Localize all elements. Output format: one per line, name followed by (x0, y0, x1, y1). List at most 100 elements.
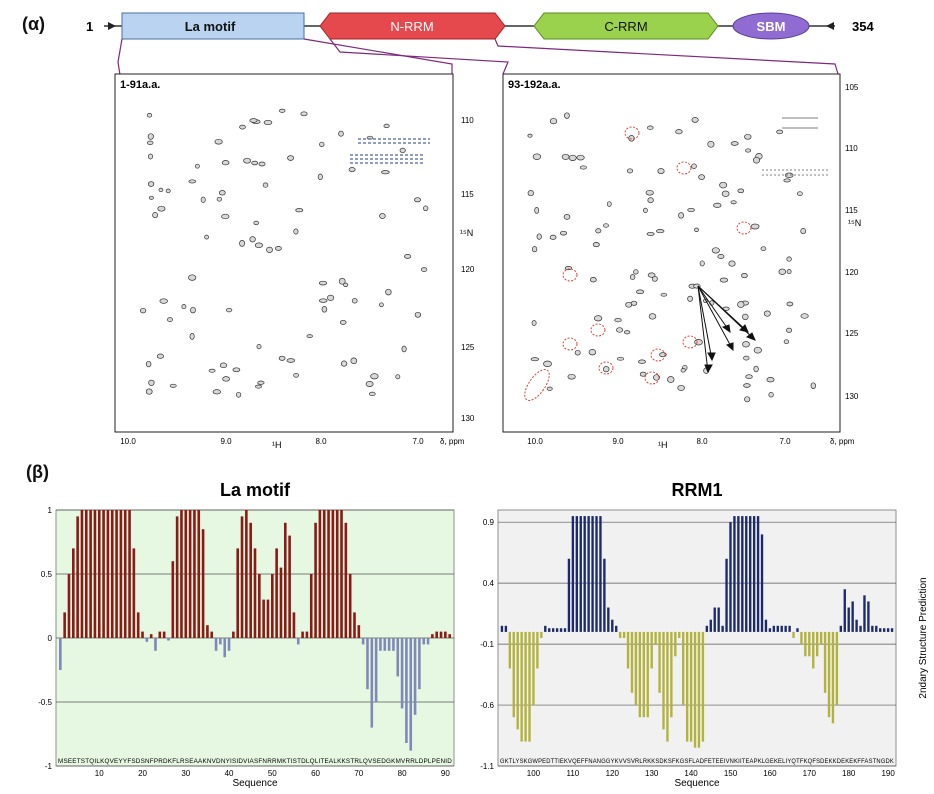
y-tick-label: -0.1 (480, 640, 494, 649)
nmr-peak (293, 372, 299, 378)
y-tick-label: 0.5 (41, 570, 53, 579)
la-motif-label: La motif (185, 19, 236, 34)
nmr-peak (216, 196, 223, 202)
nmr-peak (589, 277, 597, 283)
bar (804, 631, 807, 657)
nmr-peak (745, 148, 752, 153)
nmr-peak (208, 368, 216, 373)
bar (115, 510, 118, 638)
nmr-peak (616, 356, 625, 361)
x-tick-label: 7.0 (412, 437, 424, 446)
bar (528, 631, 531, 742)
nmr-peak (169, 383, 177, 388)
nmr-peak (623, 330, 631, 335)
bar (193, 510, 196, 638)
nmr-peak (647, 197, 654, 204)
bar (357, 625, 361, 638)
nmr-peak (189, 333, 195, 340)
bar (816, 631, 819, 657)
nmr-peak (295, 208, 304, 213)
bar (141, 631, 144, 638)
shift-arrows (697, 285, 756, 374)
bar (392, 638, 395, 651)
bar (188, 510, 192, 638)
highlight-circle (682, 335, 698, 349)
bar (132, 548, 136, 638)
y-axis-label: ¹⁵N (848, 218, 861, 228)
nmr-peak (646, 231, 655, 236)
bar (102, 510, 105, 638)
bar (344, 522, 348, 638)
bar (551, 628, 555, 632)
nmr-peak (549, 234, 557, 240)
nmr-spectrum-left: 1-91a.a. 110 115 120 125 130 ¹⁵N 10.0 9.… (114, 73, 475, 450)
nmr-peak (236, 391, 242, 398)
nmr-peak (656, 229, 665, 234)
bar (136, 612, 140, 638)
nmr-peak (148, 195, 154, 200)
nmr-peak (691, 163, 697, 169)
y-tick-label: -1.1 (480, 762, 494, 771)
bar (171, 561, 175, 638)
nmr-peak (745, 374, 753, 380)
bar (571, 516, 575, 632)
nmr-peak (167, 317, 173, 322)
nmr-peak (800, 313, 809, 319)
bar (548, 628, 551, 632)
nmr-peak (647, 272, 656, 278)
bar (383, 638, 387, 651)
highlight-circle (736, 221, 752, 235)
bar (776, 625, 779, 632)
bar (167, 638, 170, 641)
bar (733, 516, 736, 632)
nmr-peak (327, 294, 335, 301)
bar (309, 574, 313, 638)
nmr-peak (399, 147, 406, 154)
bar (232, 631, 235, 638)
y-tick-label: 1 (48, 506, 53, 515)
bar (717, 607, 720, 632)
bar (670, 631, 673, 718)
nmr-peak (343, 282, 349, 287)
nmr-peak (249, 118, 258, 123)
x-tick-label: 40 (225, 769, 234, 778)
nmr-peak (707, 140, 715, 148)
nmr-peak (728, 260, 736, 267)
bar (201, 529, 205, 638)
nmr-peak (319, 141, 325, 147)
sbm-label: SBM (757, 19, 786, 34)
bar (361, 638, 365, 645)
x-tick-label: 50 (268, 769, 277, 778)
ppm-label: δ, ppm (440, 437, 465, 446)
y-tick-label: 0 (48, 634, 53, 643)
nmr-peak (743, 383, 751, 388)
bar (110, 510, 114, 638)
nmr-peak (784, 172, 794, 178)
nmr-peak (763, 310, 771, 317)
bar (685, 631, 689, 742)
nmr-peak (370, 373, 379, 380)
highlight-circle (644, 371, 660, 385)
bar (301, 631, 304, 638)
nmr-peak (694, 227, 699, 232)
bar (431, 634, 434, 638)
nmr-peak (595, 228, 602, 234)
peak-cluster (524, 112, 816, 403)
bar (512, 631, 515, 718)
bar (658, 631, 661, 693)
nmr-peak (633, 269, 639, 275)
bar (646, 631, 649, 718)
bar (262, 599, 265, 638)
x-tick-label: 100 (527, 769, 541, 778)
nmr-peak (744, 133, 752, 140)
bar (314, 522, 317, 638)
nmr-peak (678, 212, 685, 219)
nmr-peak (148, 379, 155, 386)
nmr-peak (530, 357, 539, 362)
bar (859, 625, 862, 632)
nmr-peak (266, 246, 273, 254)
nmr-peak (257, 380, 265, 385)
bar (63, 612, 66, 638)
bar (536, 631, 539, 669)
bar (119, 510, 123, 638)
